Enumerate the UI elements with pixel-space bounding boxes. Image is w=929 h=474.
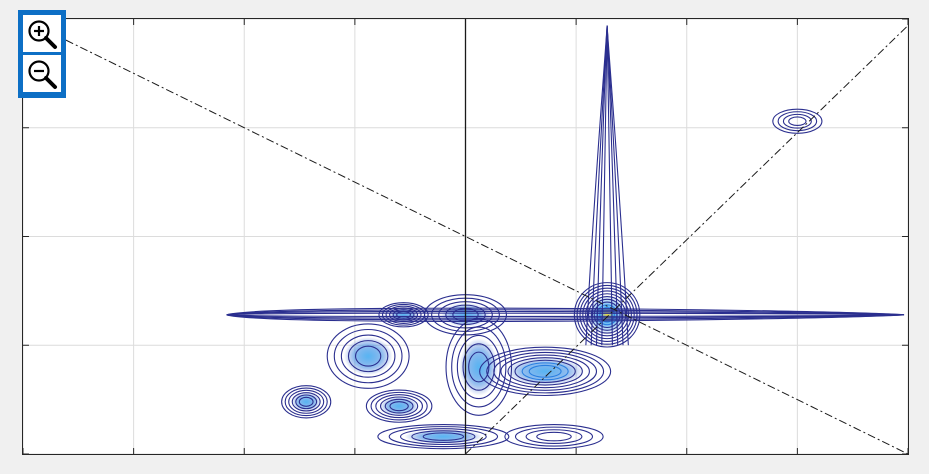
contour-ring (354, 345, 382, 367)
peak-fill-7 (404, 429, 483, 444)
ridge-contour (226, 312, 905, 318)
contour-ring (288, 389, 325, 414)
reference-lines (23, 19, 908, 454)
ridge-contour (226, 307, 905, 323)
contour-ring (573, 282, 641, 348)
contour-ring (521, 362, 569, 381)
contour-ring (291, 392, 321, 412)
reference-line-diagonal (23, 19, 908, 454)
contour-ring (378, 302, 429, 328)
zoom-out-button[interactable] (23, 55, 61, 92)
contour-ring (422, 432, 465, 441)
contour-ring (385, 305, 422, 324)
contour-ring (284, 387, 328, 417)
contour-ring (347, 340, 389, 373)
contour-ring (411, 430, 476, 443)
contour-ring (333, 328, 403, 384)
peak-fill-10 (459, 338, 499, 396)
contour-ring (377, 423, 510, 450)
contour-ring (500, 354, 590, 389)
peak-fill-1 (506, 356, 585, 386)
contour-ring (504, 423, 604, 450)
contour-ring (456, 334, 501, 400)
peak-contour-7 (377, 423, 510, 450)
zoom-out-icon (28, 59, 57, 89)
peak-contour-2 (378, 302, 429, 328)
contour-ring (462, 343, 496, 391)
contour-lines (226, 25, 905, 450)
peak-contour-8 (504, 423, 604, 450)
contour-ring (782, 113, 812, 129)
peak-contour-9 (326, 323, 410, 389)
contour-ring (479, 346, 612, 397)
contour-ring (281, 385, 332, 419)
contour-ring (340, 334, 396, 378)
contour-ring (451, 326, 507, 408)
contour-ring (772, 108, 823, 134)
contour-ring (389, 401, 409, 412)
peak-contour-3 (281, 385, 332, 419)
zoom-in-icon (28, 19, 57, 49)
zoom-toolbar (18, 10, 66, 98)
contour-ring (298, 396, 314, 407)
peak-contour-5 (772, 108, 823, 134)
vertical-ridge (585, 25, 629, 346)
axis-ticks (23, 19, 908, 454)
contour-plot-svg[interactable] (23, 19, 908, 454)
contour-ring (388, 426, 499, 448)
ridge-contour (585, 25, 629, 346)
horizontal-ridge (226, 307, 905, 323)
contour-ring (514, 359, 576, 383)
contour-ring (399, 428, 487, 446)
contour-ring (384, 398, 414, 414)
contour-ring (590, 298, 624, 331)
zoom-in-button[interactable] (23, 15, 61, 52)
contour-ring (468, 351, 490, 383)
contour-ring (582, 290, 632, 340)
contour-ring (777, 111, 818, 132)
peak-contour-0 (573, 282, 641, 348)
contour-ring (375, 394, 423, 419)
contour-ring (365, 389, 433, 423)
contour-ring (486, 349, 605, 394)
peak-contour-4 (365, 389, 433, 423)
contour-ring (326, 323, 410, 389)
reference-line-anti-diagonal (465, 25, 908, 454)
contour-ring (514, 426, 594, 447)
contour-ring (536, 431, 572, 442)
contour-ring (579, 287, 635, 342)
peak-fill-9 (343, 336, 393, 376)
contour-ring (370, 391, 428, 421)
contour-ring (379, 396, 419, 416)
contour-ring (585, 293, 630, 337)
contour-ring (525, 429, 583, 444)
contour-ring (507, 357, 583, 386)
contour-ring (528, 364, 562, 378)
peak-contour-10 (445, 318, 513, 416)
contour-ring (788, 116, 807, 127)
contour-ring (445, 318, 513, 416)
contour-ring (593, 301, 621, 329)
contour-ring (599, 307, 615, 323)
contour-ring (295, 394, 318, 410)
contour-plot-axes[interactable] (22, 18, 909, 455)
contour-ring (576, 284, 638, 345)
